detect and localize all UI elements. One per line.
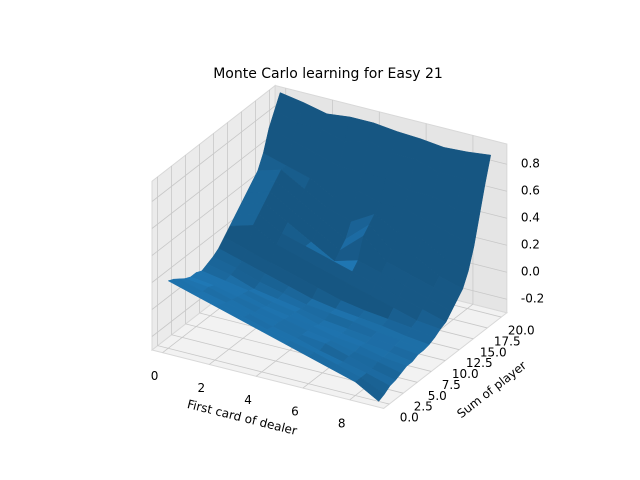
z-tick-label: 0.8 bbox=[521, 157, 540, 171]
z-tick-label: 0.6 bbox=[521, 184, 540, 198]
surface-face bbox=[354, 377, 385, 402]
surface-face bbox=[461, 151, 492, 185]
x-tick-label: 8 bbox=[338, 416, 346, 430]
grid-line bbox=[151, 105, 276, 202]
x-tick-label: 6 bbox=[291, 405, 299, 419]
chart-title: Monte Carlo learning for Easy 21 bbox=[213, 66, 443, 82]
z-tick-label: -0.2 bbox=[521, 292, 544, 306]
x-tick-label: 4 bbox=[244, 393, 252, 407]
y-tick-label: 0.0 bbox=[400, 411, 419, 425]
x-axis-label: First card of dealer bbox=[186, 397, 299, 438]
x-tick-label: 0 bbox=[151, 369, 159, 383]
y-tick-label: 17.5 bbox=[494, 334, 521, 348]
y-tick-label: 10.0 bbox=[452, 367, 479, 381]
grid-line bbox=[151, 159, 276, 256]
grid-line bbox=[151, 132, 276, 229]
surface-face bbox=[455, 177, 486, 216]
y-tick-label: 5.0 bbox=[428, 389, 447, 403]
y-tick-label: 7.5 bbox=[442, 378, 461, 392]
x-tick-label: 2 bbox=[198, 381, 206, 395]
grid-line bbox=[157, 345, 390, 405]
y-tick-label: 15.0 bbox=[480, 345, 507, 359]
y-tick-label: 20.0 bbox=[508, 324, 535, 338]
z-tick-label: 0.4 bbox=[521, 211, 540, 225]
y-tick-label: 2.5 bbox=[414, 400, 433, 414]
z-tick-label: 0.0 bbox=[521, 265, 540, 279]
z-tick-label: 0.2 bbox=[521, 238, 540, 252]
y-tick-label: 12.5 bbox=[466, 356, 493, 370]
